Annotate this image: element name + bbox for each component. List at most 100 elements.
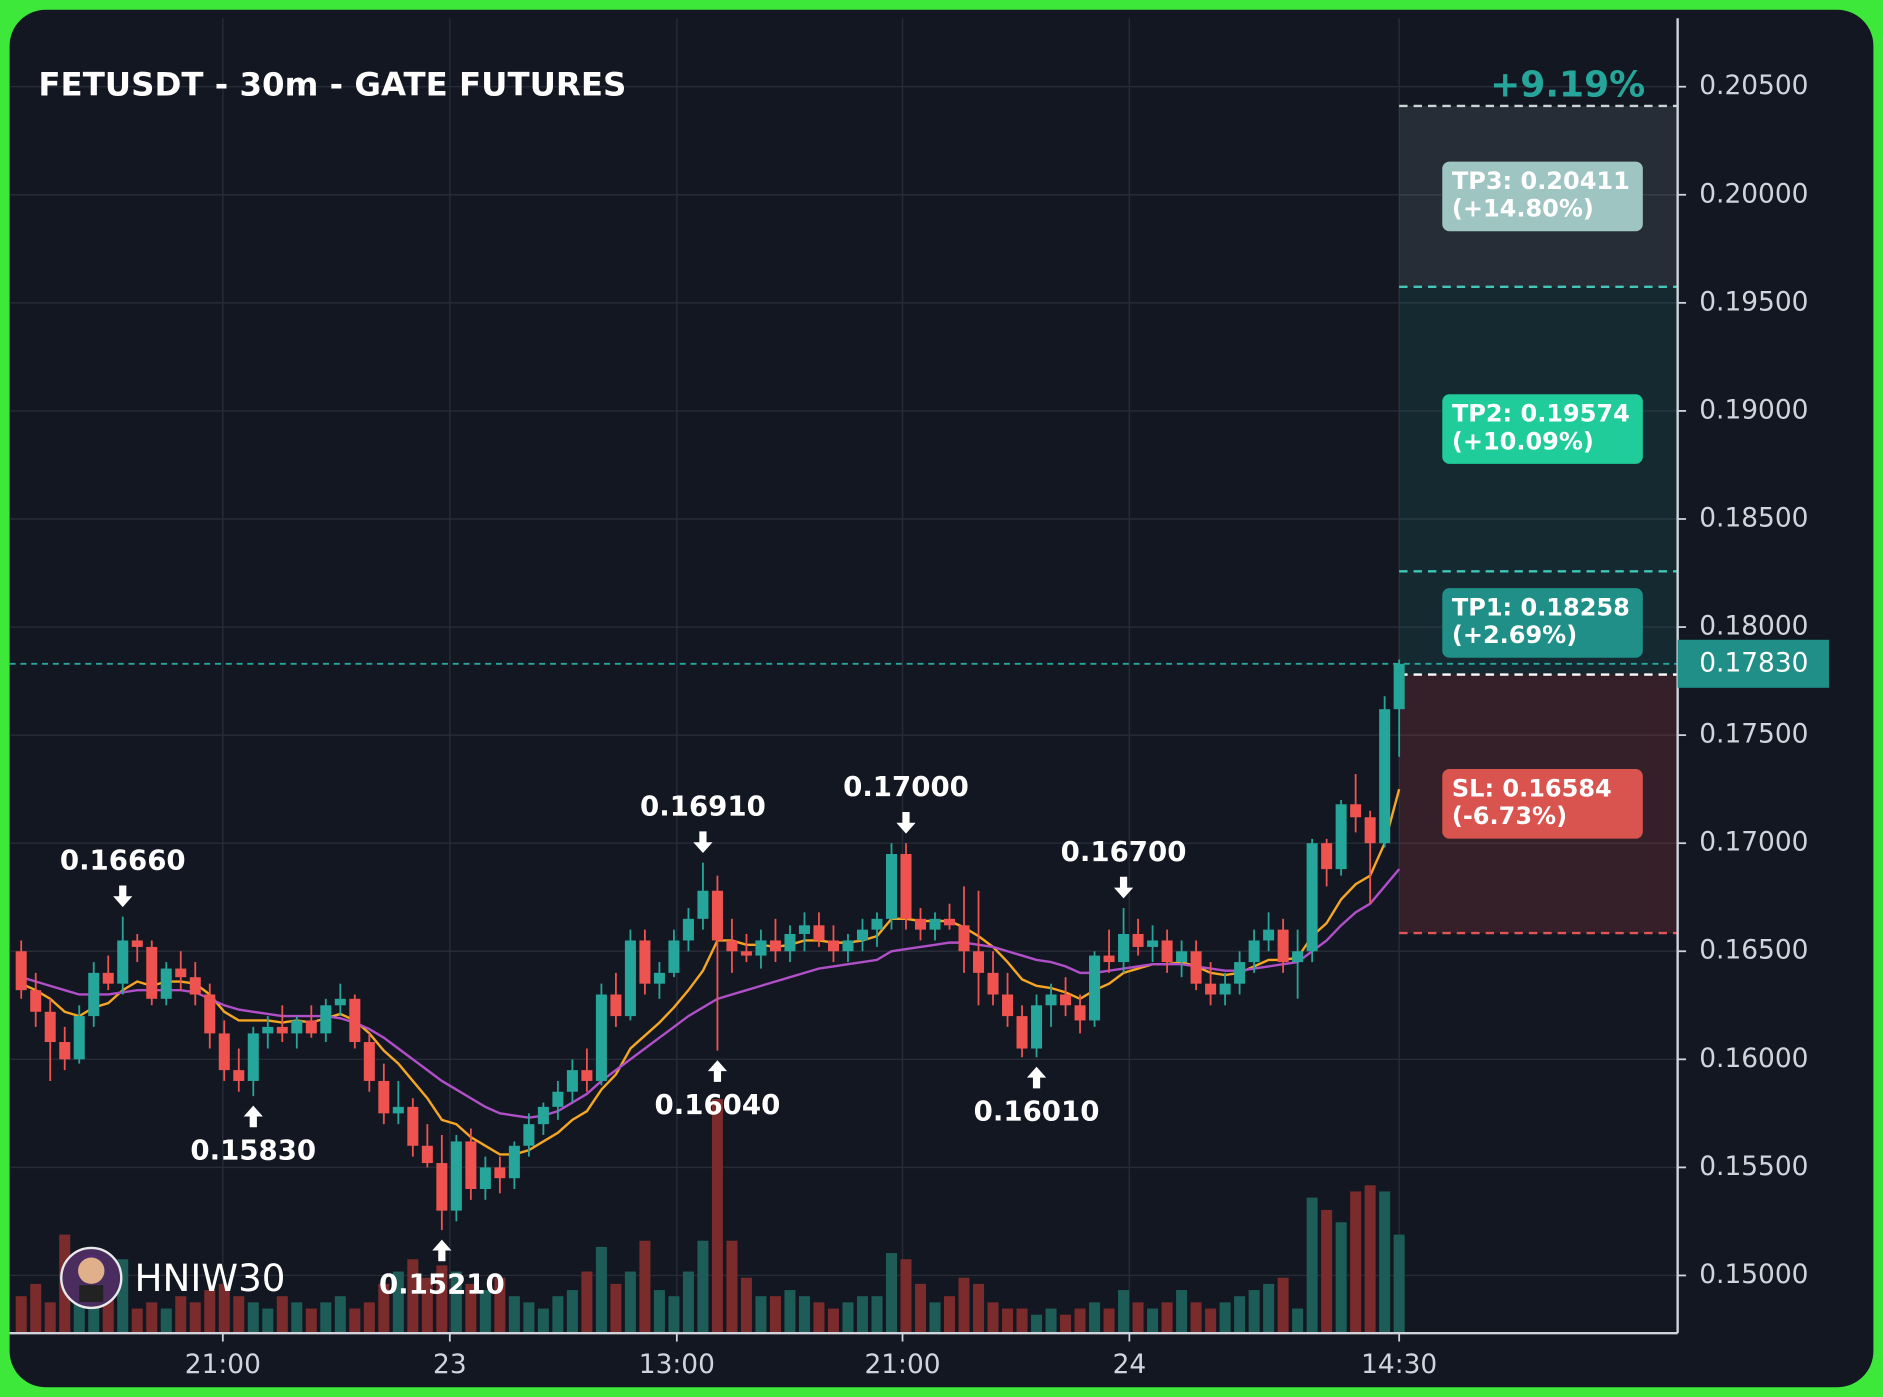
volume-bar — [726, 1240, 738, 1334]
volume-bar — [1147, 1308, 1159, 1334]
x-tick-label: 23 — [433, 1349, 467, 1380]
x-tick-label: 21:00 — [185, 1349, 261, 1380]
volume-bar — [465, 1283, 477, 1334]
candle-body — [363, 1042, 375, 1081]
volume-bar — [146, 1302, 158, 1334]
volume-bar — [1379, 1191, 1391, 1334]
candle-body — [479, 1167, 491, 1190]
trade-change: (+14.80%) — [1452, 195, 1594, 223]
y-tick-label: 0.19500 — [1699, 286, 1808, 317]
volume-bar — [1103, 1308, 1115, 1334]
candle-body — [1016, 1016, 1028, 1049]
volume-bar — [1089, 1302, 1101, 1334]
watermark: HNIW30 — [135, 1256, 286, 1300]
y-tick-label: 0.20000 — [1699, 178, 1808, 209]
volume-bar — [349, 1308, 361, 1334]
candle-body — [88, 972, 100, 1017]
axes: 0.20500 0.20000 0.19500 0.19000 0.18500 0.180… — [9, 18, 1829, 1380]
volume-bar — [1176, 1290, 1188, 1334]
candle-body — [784, 933, 796, 952]
volume-bar — [1016, 1308, 1028, 1334]
candle-body — [247, 1033, 259, 1081]
annotation-layer: 0.16660 0.15830 0.15210 0.16910 0.16040 0.170… — [60, 770, 1187, 1300]
candle-body — [1393, 663, 1405, 710]
trade-label-box — [1442, 394, 1643, 464]
volume-bar — [117, 1259, 129, 1334]
candle-body — [668, 940, 680, 973]
candle-body — [465, 1141, 477, 1190]
candle-body — [973, 951, 985, 973]
volume-bar — [450, 1271, 462, 1334]
volume-bar — [1292, 1308, 1304, 1334]
avatar-body — [79, 1285, 104, 1302]
candle-body — [1306, 843, 1318, 952]
candle-body — [798, 925, 810, 934]
candle-body — [131, 940, 143, 947]
volume-bar — [900, 1259, 912, 1334]
volume-bar — [189, 1302, 201, 1334]
annotation-arrow — [707, 1060, 728, 1082]
volume-bar — [392, 1271, 404, 1334]
volume-bar — [276, 1296, 288, 1334]
volume-bar — [885, 1253, 898, 1334]
candle-body — [871, 918, 883, 930]
ma-line — [20, 868, 1401, 1119]
volume-bar — [856, 1296, 868, 1334]
candle-body — [1350, 804, 1362, 818]
candle-body — [378, 1080, 390, 1114]
volume-bar — [421, 1277, 433, 1334]
annotation-label: 0.17000 — [843, 770, 969, 803]
volume-bar — [987, 1302, 999, 1334]
annotation-arrow — [896, 811, 916, 834]
volume-bar — [233, 1296, 245, 1334]
candle-body — [1002, 994, 1014, 1017]
candle-body — [624, 940, 636, 1017]
volume-bar — [160, 1308, 172, 1334]
annotation-label: 0.16010 — [974, 1094, 1100, 1127]
candle-body — [958, 925, 970, 952]
volume-bar — [1306, 1197, 1318, 1334]
candle-body — [421, 1145, 433, 1164]
volume-bar — [218, 1283, 230, 1334]
trade-label: TP2: 0.19574 — [1452, 400, 1630, 428]
volume-bar — [1118, 1290, 1130, 1334]
annotation-arrow — [1026, 1066, 1047, 1089]
y-tick-label: 0.16500 — [1699, 935, 1808, 966]
volume-bar — [1321, 1209, 1333, 1334]
candle-body — [1190, 951, 1202, 984]
volume-bar — [769, 1296, 781, 1334]
volume-bar — [436, 1265, 448, 1334]
candle-body — [73, 1016, 85, 1060]
pnl-label: +9.19% — [1490, 65, 1645, 106]
candle-body — [320, 1005, 332, 1034]
candle-body — [740, 951, 752, 956]
volume-bar — [102, 1296, 114, 1334]
candle-body — [508, 1145, 520, 1179]
candle-body — [610, 994, 622, 1017]
candle-body — [1161, 940, 1173, 963]
volume-bar — [378, 1283, 390, 1334]
annotation-label: 0.16910 — [640, 789, 766, 822]
candle-body — [755, 940, 767, 956]
volume-bar — [1074, 1308, 1086, 1334]
candle-body — [59, 1042, 71, 1060]
volume-bar — [262, 1308, 274, 1334]
volume-bar — [943, 1296, 956, 1334]
y-tick-label: 0.18500 — [1699, 502, 1808, 533]
volume-bar — [407, 1259, 419, 1334]
trade-label: TP1: 0.18258 — [1452, 594, 1630, 622]
x-tick-label: 14:30 — [1361, 1349, 1437, 1380]
volume-bar — [973, 1283, 985, 1334]
volume-bar — [668, 1296, 680, 1334]
volume-bar — [682, 1271, 694, 1334]
volume-bar — [1263, 1283, 1275, 1334]
volume-bar — [1190, 1302, 1202, 1334]
volume-bar — [305, 1308, 317, 1334]
y-tick-label: 0.15500 — [1699, 1151, 1808, 1182]
candle-body — [1045, 994, 1057, 1006]
candle-layer — [15, 659, 1405, 1231]
candle-body — [987, 972, 999, 995]
volume-bar — [610, 1283, 622, 1334]
candle-body — [233, 1070, 245, 1081]
annotation-label: 0.15830 — [190, 1133, 316, 1166]
